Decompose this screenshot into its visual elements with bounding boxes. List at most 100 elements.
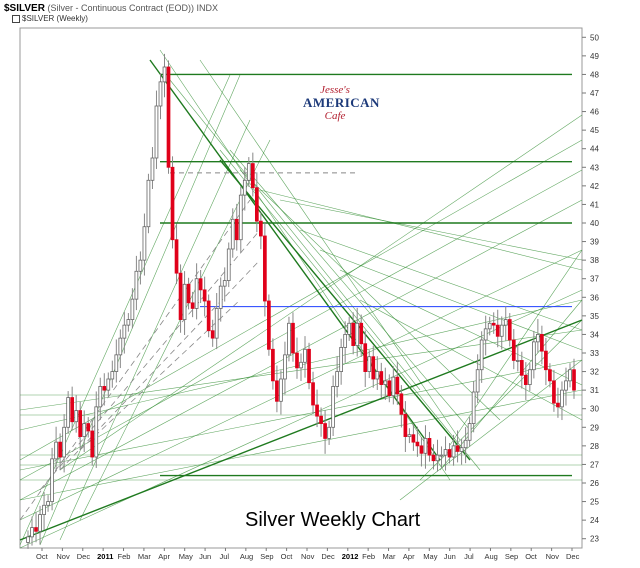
candle-body — [339, 347, 343, 372]
plot-area — [19, 27, 583, 549]
x-tick-label: Apr — [158, 552, 170, 561]
y-tick-label: 46 — [590, 108, 599, 117]
trendline — [359, 299, 583, 421]
trendline — [59, 119, 251, 541]
candle-body — [319, 415, 323, 424]
candle-body — [447, 449, 452, 458]
y-tick-label: 43 — [590, 163, 599, 172]
candle-body — [78, 410, 83, 437]
candle-body — [351, 322, 356, 346]
candle-body — [335, 371, 339, 387]
candle-body — [572, 369, 576, 391]
y-tick-label: 44 — [590, 145, 599, 154]
candle-body — [415, 441, 420, 447]
x-tick-label: Nov — [546, 552, 560, 561]
candle-body — [491, 322, 496, 326]
candle-body — [379, 371, 384, 385]
y-tick-label: 36 — [590, 293, 599, 302]
candle-body — [182, 283, 187, 320]
y-tick-label: 28 — [590, 442, 599, 451]
x-tick-label: May — [179, 552, 193, 561]
candle-body — [90, 430, 95, 458]
candle-body — [150, 157, 155, 181]
candle-body — [532, 341, 536, 371]
trendline — [79, 139, 271, 521]
candle-body — [275, 380, 279, 402]
exchange-label: INDX — [196, 3, 219, 13]
candle-body — [162, 66, 167, 83]
candle-body — [495, 324, 500, 337]
trendline — [229, 149, 471, 431]
candle-body — [70, 397, 75, 423]
y-tick-label: 32 — [590, 368, 599, 377]
candle-body — [435, 454, 440, 462]
candle-body — [395, 376, 400, 395]
candle-body — [439, 454, 444, 457]
candle-body — [246, 163, 251, 181]
candle-body — [58, 441, 62, 458]
candle-body — [254, 187, 259, 222]
candle-body — [263, 235, 267, 302]
candle-body — [142, 226, 147, 261]
candle-body — [343, 334, 348, 348]
candle-body — [94, 406, 99, 458]
trendline — [239, 169, 501, 421]
y-tick-label: 33 — [590, 349, 599, 358]
candle-body — [170, 166, 175, 241]
trendline — [19, 289, 583, 549]
candle-body — [419, 445, 424, 454]
cafe-logo: Jesse's AMERICAN Cafe — [303, 84, 379, 142]
candle-body — [383, 380, 388, 385]
candle-body — [387, 380, 392, 397]
candle-body — [154, 105, 159, 159]
x-tick-label: Mar — [383, 552, 396, 561]
candle-body — [46, 501, 50, 506]
candle-body — [74, 410, 79, 423]
candle-body — [118, 337, 123, 356]
y-tick-label: 23 — [590, 535, 599, 544]
candle-body — [363, 343, 368, 372]
x-tick-label: Jun — [444, 552, 456, 561]
candle-body — [475, 369, 480, 393]
candle-body — [471, 391, 476, 424]
candle-body — [564, 380, 568, 391]
candle-body — [568, 369, 572, 382]
candle-body — [226, 248, 231, 281]
candle-body — [242, 179, 247, 196]
candle-body — [407, 434, 412, 437]
x-tick-label: Aug — [240, 552, 253, 561]
trendline — [19, 249, 583, 521]
dashed-trendline — [39, 229, 261, 491]
candle-body — [556, 402, 560, 408]
x-tick-label: Feb — [118, 552, 131, 561]
logo-line-3: Cafe — [324, 110, 346, 122]
candle-body — [250, 163, 255, 189]
candle-body — [214, 308, 219, 339]
trendline — [399, 359, 583, 501]
candle-body — [311, 382, 315, 406]
symbol-description: (Silver - Continuous Contract (EOD)) — [47, 3, 194, 13]
candle-body — [507, 319, 512, 341]
trendline — [169, 79, 421, 391]
candle-body — [110, 371, 115, 380]
candle-body — [130, 298, 135, 320]
trendline — [19, 199, 583, 501]
chart-subheader: $SILVER (Weekly) — [12, 14, 88, 23]
candle-body — [315, 404, 319, 417]
candle-body — [178, 272, 183, 320]
candle-body — [367, 356, 372, 372]
candle-body — [287, 322, 291, 356]
logo-line-1: Jesse's — [320, 84, 350, 96]
candle-body — [138, 259, 143, 272]
candle-body — [166, 66, 171, 168]
x-tick-label: Jul — [219, 552, 229, 561]
y-tick-label: 30 — [590, 405, 599, 414]
trendline — [219, 149, 481, 471]
x-tick-label: Dec — [566, 552, 580, 561]
major-trendline — [19, 319, 583, 541]
candle-body — [198, 278, 203, 291]
trendline — [199, 59, 461, 441]
x-tick-label: Sep — [260, 552, 273, 561]
candle-body — [411, 434, 416, 443]
candle-body — [327, 426, 331, 439]
